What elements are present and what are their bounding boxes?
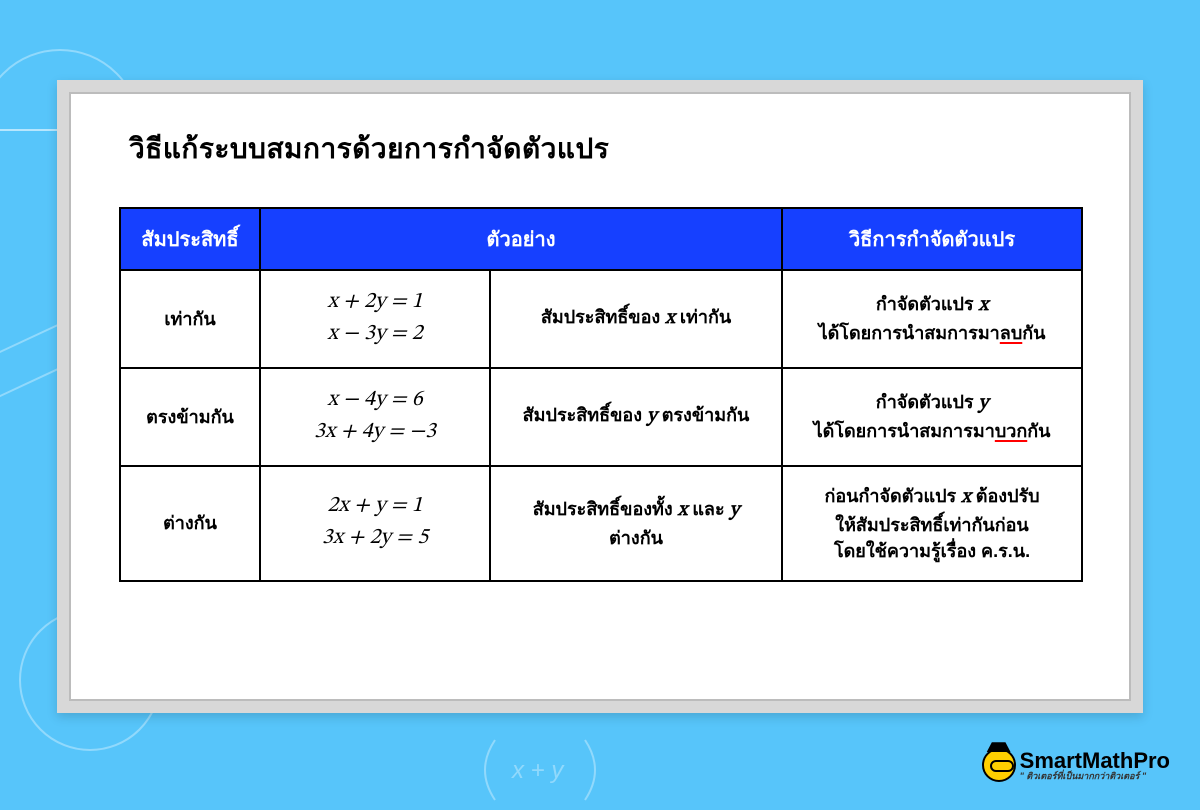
text: กำจัดตัวแปร	[876, 392, 979, 412]
table-row: ต่างกัน 2x + y = 1 3x + 2y = 5 สัมประสิท…	[120, 466, 1082, 581]
equation-line: x + 2y = 1	[271, 287, 479, 319]
col-header-example: ตัวอย่าง	[260, 208, 782, 270]
logo-text-block: SmartMathPro " ติวเตอร์ที่เป็นมากกว่าติว…	[1020, 750, 1170, 781]
text: กำจัดตัวแปร	[876, 294, 979, 314]
method-line: ก่อนกำจัดตัวแปร x ต้องปรับ	[793, 483, 1071, 512]
equations-cell: x − 4y = 6 3x + 4y = −3	[260, 368, 490, 466]
math-var: x	[678, 500, 688, 520]
method-line: กำจัดตัวแปร y	[793, 389, 1071, 418]
text: เท่ากัน	[675, 307, 731, 327]
logo-mascot-icon	[982, 748, 1016, 782]
equation-line: 2x + y = 1	[271, 491, 479, 523]
math-var: x	[961, 487, 971, 507]
math-var: x	[979, 295, 989, 315]
desc-line: สัมประสิทธิ์ของทั้ง x และ y	[501, 496, 771, 525]
text: สัมประสิทธิ์ของทั้ง	[533, 499, 678, 519]
coef-cell: เท่ากัน	[120, 270, 260, 368]
bg-doodle-paren: x + y	[470, 730, 610, 810]
desc-line: ต่างกัน	[501, 525, 771, 551]
math-var: y	[730, 500, 740, 520]
text: ตรงข้ามกัน	[657, 405, 750, 425]
math-var: y	[979, 393, 989, 413]
equation-line: 3x + 4y = −3	[271, 417, 479, 449]
page-title: วิธีแก้ระบบสมการด้วยการกำจัดตัวแปร	[129, 127, 609, 171]
logo-sub-text: " ติวเตอร์ที่เป็นมากกว่าติวเตอร์ "	[1020, 772, 1170, 781]
method-line: กำจัดตัวแปร x	[793, 291, 1071, 320]
text: สัมประสิทธิ์ของ	[541, 307, 665, 327]
elimination-table: สัมประสิทธิ์ ตัวอย่าง วิธีการกำจัดตัวแปร…	[119, 207, 1083, 582]
text: กัน	[1022, 323, 1045, 343]
equations-cell: x + 2y = 1 x − 3y = 2	[260, 270, 490, 368]
text: และ	[687, 499, 729, 519]
method-line: โดยใช้ความรู้เรื่อง ค.ร.น.	[793, 538, 1071, 564]
brand-logo: SmartMathPro " ติวเตอร์ที่เป็นมากกว่าติว…	[982, 748, 1170, 782]
method-line: ได้โดยการนำสมการมาบวกกัน	[793, 418, 1071, 444]
method-cell: ก่อนกำจัดตัวแปร x ต้องปรับ ให้สัมประสิทธ…	[782, 466, 1082, 581]
whiteboard-frame: วิธีแก้ระบบสมการด้วยการกำจัดตัวแปร สัมปร…	[57, 80, 1143, 713]
col-header-method: วิธีการกำจัดตัวแปร	[782, 208, 1082, 270]
method-cell: กำจัดตัวแปร y ได้โดยการนำสมการมาบวกกัน	[782, 368, 1082, 466]
underlined-word: ลบ	[1000, 323, 1022, 343]
math-var: y	[647, 406, 657, 426]
col-header-coef: สัมประสิทธิ์	[120, 208, 260, 270]
method-cell: กำจัดตัวแปร x ได้โดยการนำสมการมาลบกัน	[782, 270, 1082, 368]
text: ได้โดยการนำสมการมา	[814, 421, 995, 441]
equation-line: x − 4y = 6	[271, 385, 479, 417]
table-row: ตรงข้ามกัน x − 4y = 6 3x + 4y = −3 สัมปร…	[120, 368, 1082, 466]
table-header-row: สัมประสิทธิ์ ตัวอย่าง วิธีการกำจัดตัวแปร	[120, 208, 1082, 270]
example-desc-cell: สัมประสิทธิ์ของ x เท่ากัน	[490, 270, 782, 368]
table-row: เท่ากัน x + 2y = 1 x − 3y = 2 สัมประสิทธ…	[120, 270, 1082, 368]
math-var: x	[665, 308, 675, 328]
coef-cell: ตรงข้ามกัน	[120, 368, 260, 466]
example-desc-cell: สัมประสิทธิ์ของ y ตรงข้ามกัน	[490, 368, 782, 466]
method-line: ให้สัมประสิทธิ์เท่ากันก่อน	[793, 512, 1071, 538]
equation-line: x − 3y = 2	[271, 319, 479, 351]
logo-main-text: SmartMathPro	[1020, 750, 1170, 772]
svg-text:x + y: x + y	[511, 757, 565, 784]
coef-cell: ต่างกัน	[120, 466, 260, 581]
text: สัมประสิทธิ์ของ	[523, 405, 647, 425]
example-desc-cell: สัมประสิทธิ์ของทั้ง x และ y ต่างกัน	[490, 466, 782, 581]
method-line: ได้โดยการนำสมการมาลบกัน	[793, 320, 1071, 346]
text: ต้องปรับ	[971, 486, 1040, 506]
underlined-word: บวก	[995, 421, 1027, 441]
text: ได้โดยการนำสมการมา	[819, 323, 1000, 343]
equations-cell: 2x + y = 1 3x + 2y = 5	[260, 466, 490, 581]
text: กัน	[1027, 421, 1050, 441]
text: ก่อนกำจัดตัวแปร	[824, 486, 961, 506]
equation-line: 3x + 2y = 5	[271, 523, 479, 555]
